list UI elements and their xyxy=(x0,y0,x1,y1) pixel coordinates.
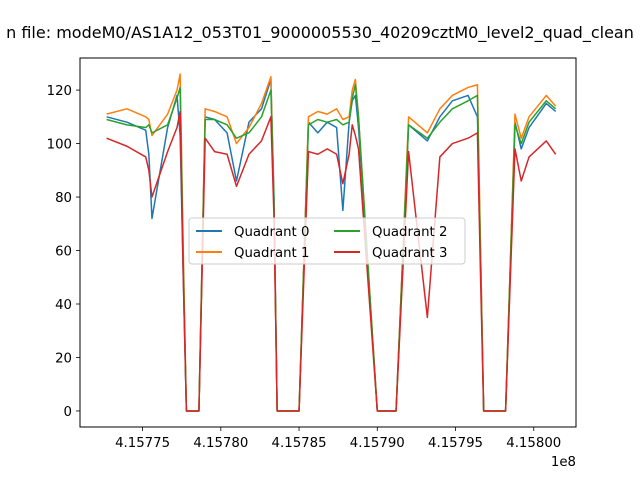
legend: Quadrant 0 Quadrant 1 Quadrant 2 Quadrant 3 xyxy=(188,217,466,265)
legend-label: Quadrant 2 xyxy=(372,225,447,240)
y-tick-label: 20 xyxy=(55,351,72,366)
plot-lines xyxy=(106,73,557,412)
x-tick-label: 4.15780 xyxy=(193,436,248,451)
plot-frame xyxy=(79,57,577,428)
legend-label: Quadrant 0 xyxy=(234,225,309,240)
x-tick-label: 4.15800 xyxy=(506,436,561,451)
x-axis: 4.15775 4.15780 4.15785 4.15790 4.15795 4.158… xyxy=(115,427,561,451)
legend-label: Quadrant 3 xyxy=(372,246,447,261)
x-tick-label: 4.15790 xyxy=(350,436,405,451)
y-tick-label: 60 xyxy=(55,245,72,260)
y-tick-label: 0 xyxy=(64,405,72,420)
legend-label: Quadrant 1 xyxy=(234,246,309,261)
legend-frame xyxy=(188,217,466,265)
x-tick-label: 4.15785 xyxy=(272,436,327,451)
x-offset-label: 1e8 xyxy=(551,455,576,470)
y-tick-label: 40 xyxy=(55,298,72,313)
x-tick-label: 4.15775 xyxy=(115,436,170,451)
y-tick-label: 120 xyxy=(47,84,72,99)
chart-title: n file: modeM0/AS1A12_053T01_9000005530_… xyxy=(6,23,634,43)
series-line-quadrant-3 xyxy=(106,110,557,412)
x-tick-label: 4.15795 xyxy=(428,436,483,451)
y-tick-label: 100 xyxy=(47,138,72,153)
y-axis: 0 20 40 60 80 100 120 xyxy=(47,84,80,420)
y-tick-label: 80 xyxy=(55,191,72,206)
